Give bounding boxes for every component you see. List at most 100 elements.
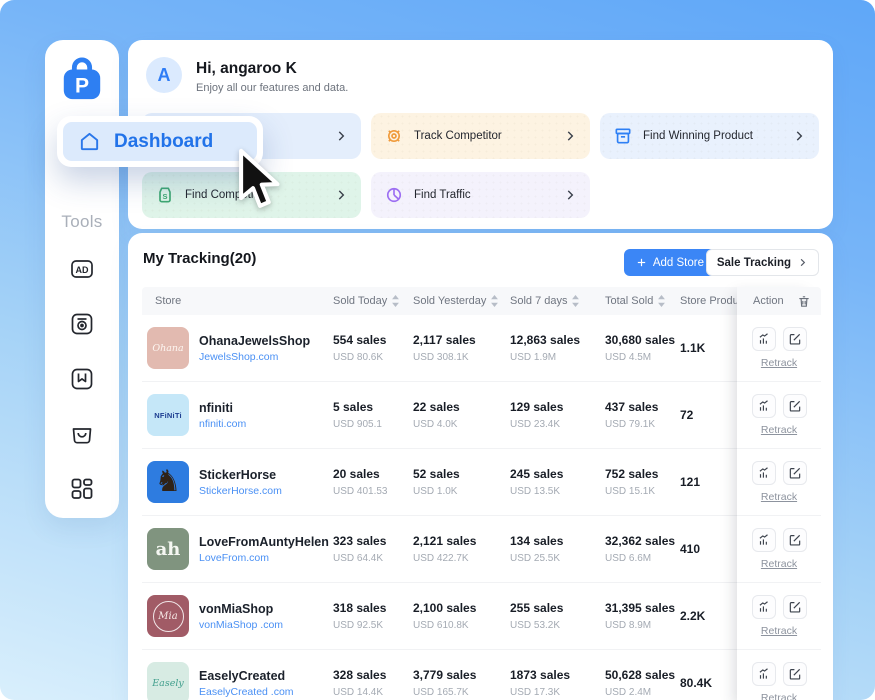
apps-grid-icon[interactable] (69, 476, 95, 502)
total-sold-cell: 30,680 sales USD 4.5M (605, 333, 676, 363)
quick-action-find-traffic[interactable]: Find Traffic (371, 172, 590, 218)
sold-yesterday-cell: 2,121 sales USD 422.7K (413, 534, 477, 564)
store-logo: ah (147, 528, 189, 570)
table-header-row: Store Sold Today Sold Yesterday Sold 7 d… (142, 287, 821, 315)
svg-text:P: P (75, 74, 89, 97)
edit-button[interactable] (782, 595, 807, 619)
total-sold-cell: 32,362 sales USD 6.6M (605, 534, 676, 564)
retrack-link[interactable]: Retrack (760, 357, 798, 369)
retrack-link[interactable]: Retrack (760, 424, 798, 436)
store-cell: Easely EaselyCreated EaselyCreated .com (142, 662, 333, 700)
store-cell: ah LoveFromAuntyHelen LoveFrom.com (142, 528, 333, 570)
store-domain-link[interactable]: StickerHorse.com (199, 484, 282, 497)
avatar[interactable]: A (146, 57, 182, 93)
svg-text:S: S (162, 192, 167, 201)
sort-icon[interactable] (391, 295, 400, 307)
store-cell: Mia vonMiaShop vonMiaShop .com (142, 595, 333, 637)
analytics-chart-button[interactable] (751, 394, 776, 418)
store-products-cell: 410 (680, 542, 701, 556)
archive-box-icon (615, 128, 631, 144)
action-cell: Retrack (737, 382, 821, 449)
edit-button[interactable] (782, 662, 807, 686)
retrack-link[interactable]: Retrack (760, 558, 798, 570)
table-row[interactable]: Mia vonMiaShop vonMiaShop .com 318 sales… (142, 583, 821, 650)
store-name: LoveFromAuntyHelen (199, 534, 329, 549)
chevron-right-icon (800, 258, 806, 267)
edit-button[interactable] (782, 528, 807, 552)
column-sold-yesterday[interactable]: Sold Yesterday (413, 295, 510, 307)
ads-icon[interactable]: AD (69, 256, 95, 282)
sold-today-cell: 323 sales USD 64.4K (333, 534, 387, 564)
total-sold-cell: 752 sales USD 15.1K (605, 467, 659, 497)
store-products-cell: 80.4K (680, 676, 713, 690)
sold-today-cell: 318 sales USD 92.5K (333, 601, 387, 631)
greeting-text: Hi, angaroo K (196, 60, 297, 77)
retrack-link[interactable]: Retrack (760, 692, 798, 700)
sold-7-days-cell: 129 sales USD 23.4K (510, 400, 564, 430)
my-tracking-card: My Tracking(20) Add Store Sale Tracking … (128, 233, 833, 700)
store-logo: NFiNiTi (147, 394, 189, 436)
store-domain-link[interactable]: LoveFrom.com (199, 551, 270, 564)
quick-action-label: Track Competitor (414, 130, 502, 142)
bookmark-icon[interactable] (69, 366, 95, 392)
dashboard-nav-item[interactable]: Dashboard (63, 122, 257, 161)
home-icon (80, 132, 99, 151)
sort-icon[interactable] (490, 295, 499, 307)
store-cell: Ohana OhanaJewelsShop JewelsShop.com (142, 327, 333, 369)
sale-tracking-button[interactable]: Sale Tracking (705, 249, 819, 276)
sold-today-cell: 554 sales USD 80.6K (333, 333, 387, 363)
sort-icon[interactable] (657, 295, 666, 307)
store-domain-link[interactable]: JewelsShop.com (199, 350, 279, 363)
quick-action-find-winning-product[interactable]: Find Winning Product (600, 113, 819, 159)
dashboard-nav-popup: Dashboard (57, 116, 263, 167)
quick-action-track-competitor[interactable]: Track Competitor (371, 113, 590, 159)
mouse-cursor (239, 148, 280, 208)
store-domain-link[interactable]: vonMiaShop .com (199, 618, 284, 631)
sold-yesterday-cell: 2,117 sales USD 308.1K (413, 333, 476, 363)
table-row[interactable]: Easely EaselyCreated EaselyCreated .com … (142, 650, 821, 700)
sold-yesterday-cell: 22 sales USD 4.0K (413, 400, 460, 430)
analytics-chart-button[interactable] (751, 461, 776, 485)
column-store-products[interactable]: Store Products (680, 295, 753, 307)
edit-button[interactable] (782, 327, 807, 351)
add-store-button[interactable]: Add Store (623, 249, 716, 276)
column-sold-7-days[interactable]: Sold 7 days (510, 295, 605, 307)
trash-icon[interactable] (797, 294, 811, 309)
total-sold-cell: 31,395 sales USD 8.9M (605, 601, 676, 631)
quick-action-label: Find Traffic (414, 189, 471, 201)
table-row[interactable]: ah LoveFromAuntyHelen LoveFrom.com 323 s… (142, 516, 821, 583)
store-bag-icon[interactable] (69, 421, 95, 447)
analytics-chart-button[interactable] (751, 595, 776, 619)
product-scan-icon[interactable] (69, 311, 95, 337)
analytics-chart-button[interactable] (751, 662, 776, 686)
sold-7-days-cell: 255 sales USD 53.2K (510, 601, 564, 631)
chevron-right-icon (796, 131, 803, 141)
store-logo: ♞ (147, 461, 189, 503)
retrack-link[interactable]: Retrack (760, 491, 798, 503)
edit-button[interactable] (782, 461, 807, 485)
table-row[interactable]: ♞ StickerHorse StickerHorse.com 20 sales… (142, 449, 821, 516)
pie-chart-icon (386, 187, 402, 203)
analytics-chart-button[interactable] (751, 528, 776, 552)
store-logo: Easely (147, 662, 189, 700)
table-row[interactable]: NFiNiTi nfiniti nfiniti.com 5 sales USD 9… (142, 382, 821, 449)
edit-button[interactable] (782, 394, 807, 418)
column-total-sold[interactable]: Total Sold (605, 295, 680, 307)
store-name: StickerHorse (199, 467, 277, 482)
analytics-chart-button[interactable] (751, 327, 776, 351)
sort-icon[interactable] (571, 295, 580, 307)
app-logo-icon[interactable]: P (59, 56, 105, 104)
sold-today-cell: 5 sales USD 905.1 (333, 400, 382, 430)
column-sold-today[interactable]: Sold Today (333, 295, 413, 307)
column-action: Action (737, 287, 821, 315)
store-domain-link[interactable]: nfiniti.com (199, 417, 247, 430)
store-products-cell: 2.2K (680, 609, 706, 623)
chevron-right-icon (567, 131, 574, 141)
table-row[interactable]: Ohana OhanaJewelsShop JewelsShop.com 554… (142, 315, 821, 382)
chevron-right-icon (338, 131, 345, 141)
sold-yesterday-cell: 2,100 sales USD 610.8K (413, 601, 477, 631)
store-domain-link[interactable]: EaselyCreated .com (199, 685, 294, 698)
retrack-link[interactable]: Retrack (760, 625, 798, 637)
store-logo: Ohana (147, 327, 189, 369)
